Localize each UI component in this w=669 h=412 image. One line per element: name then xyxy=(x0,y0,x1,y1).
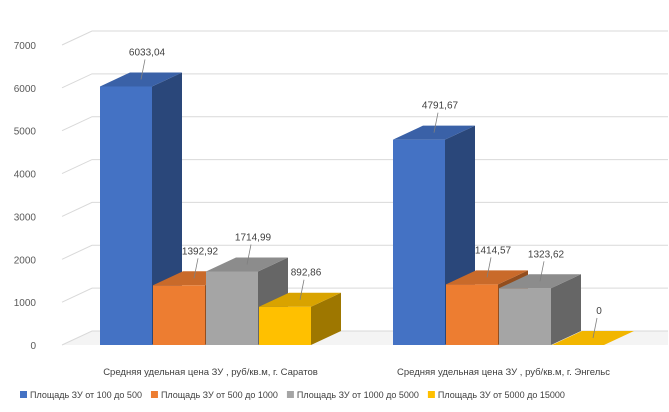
gridline xyxy=(61,159,668,175)
bar-side-face xyxy=(551,274,581,345)
category-label: Средняя удельная цена ЗУ , руб/кв.м, г. … xyxy=(103,367,318,378)
legend-swatch xyxy=(150,391,158,398)
y-tick-label: 1000 xyxy=(14,298,37,309)
legend-swatch xyxy=(286,391,294,398)
bar-3-engels xyxy=(499,274,581,345)
gridline xyxy=(61,201,668,217)
legend-label: Площадь ЗУ от 5000 до 15000 xyxy=(438,390,565,400)
y-tick-label: 6000 xyxy=(14,84,37,95)
data-label-leader xyxy=(246,244,252,265)
data-label: 1714,99 xyxy=(235,233,272,244)
y-tick-label: 2000 xyxy=(14,255,37,266)
gridline xyxy=(61,30,668,46)
category-label: Средняя удельная цена ЗУ , руб/кв.м, г. … xyxy=(397,367,610,378)
bar-front-face xyxy=(206,271,258,345)
data-label-leader xyxy=(140,59,146,80)
data-label: 1392,92 xyxy=(182,246,219,257)
y-tick-label: 3000 xyxy=(14,212,37,223)
y-tick-label: 5000 xyxy=(14,127,37,138)
legend-label: Площадь ЗУ от 100 до 500 xyxy=(30,390,142,400)
legend-label: Площадь ЗУ от 1000 до 5000 xyxy=(297,390,419,400)
bar-front-face xyxy=(259,306,311,345)
data-label-leader xyxy=(433,112,439,133)
data-label-leader xyxy=(299,279,305,300)
bar-front-face xyxy=(393,139,445,345)
data-label-leader xyxy=(193,258,199,279)
legend-item-1: Площадь ЗУ от 100 до 500 xyxy=(20,390,142,400)
data-label: 6033,04 xyxy=(129,47,166,58)
data-label: 4791,67 xyxy=(422,101,459,112)
legend-item-4: Площадь ЗУ от 5000 до 15000 xyxy=(427,390,565,400)
bar-front-face xyxy=(446,284,498,345)
legend-item-3: Площадь ЗУ от 1000 до 5000 xyxy=(286,390,419,400)
y-tick-label: 4000 xyxy=(14,170,37,181)
legend-swatch xyxy=(427,391,435,398)
bar-front-face xyxy=(499,288,551,345)
gridline xyxy=(61,116,668,132)
data-label: 1414,57 xyxy=(475,245,512,256)
bar-front-face xyxy=(100,86,152,346)
data-label-leader xyxy=(539,261,545,282)
data-label: 0 xyxy=(596,306,602,317)
data-label: 892,86 xyxy=(291,268,322,279)
bar-front-face xyxy=(153,285,205,345)
bar-side-face xyxy=(311,292,341,345)
data-label-leader xyxy=(486,257,492,278)
y-tick-label: 7000 xyxy=(14,41,37,52)
data-label-leader xyxy=(592,317,598,339)
data-label: 1323,62 xyxy=(528,249,565,260)
legend-label: Площадь ЗУ от 500 до 1000 xyxy=(161,390,278,400)
y-tick-label: 0 xyxy=(30,341,36,352)
gridline xyxy=(61,73,668,89)
legend-item-2: Площадь ЗУ от 500 до 1000 xyxy=(150,390,278,400)
gridline xyxy=(61,244,668,260)
legend-swatch xyxy=(20,391,27,398)
